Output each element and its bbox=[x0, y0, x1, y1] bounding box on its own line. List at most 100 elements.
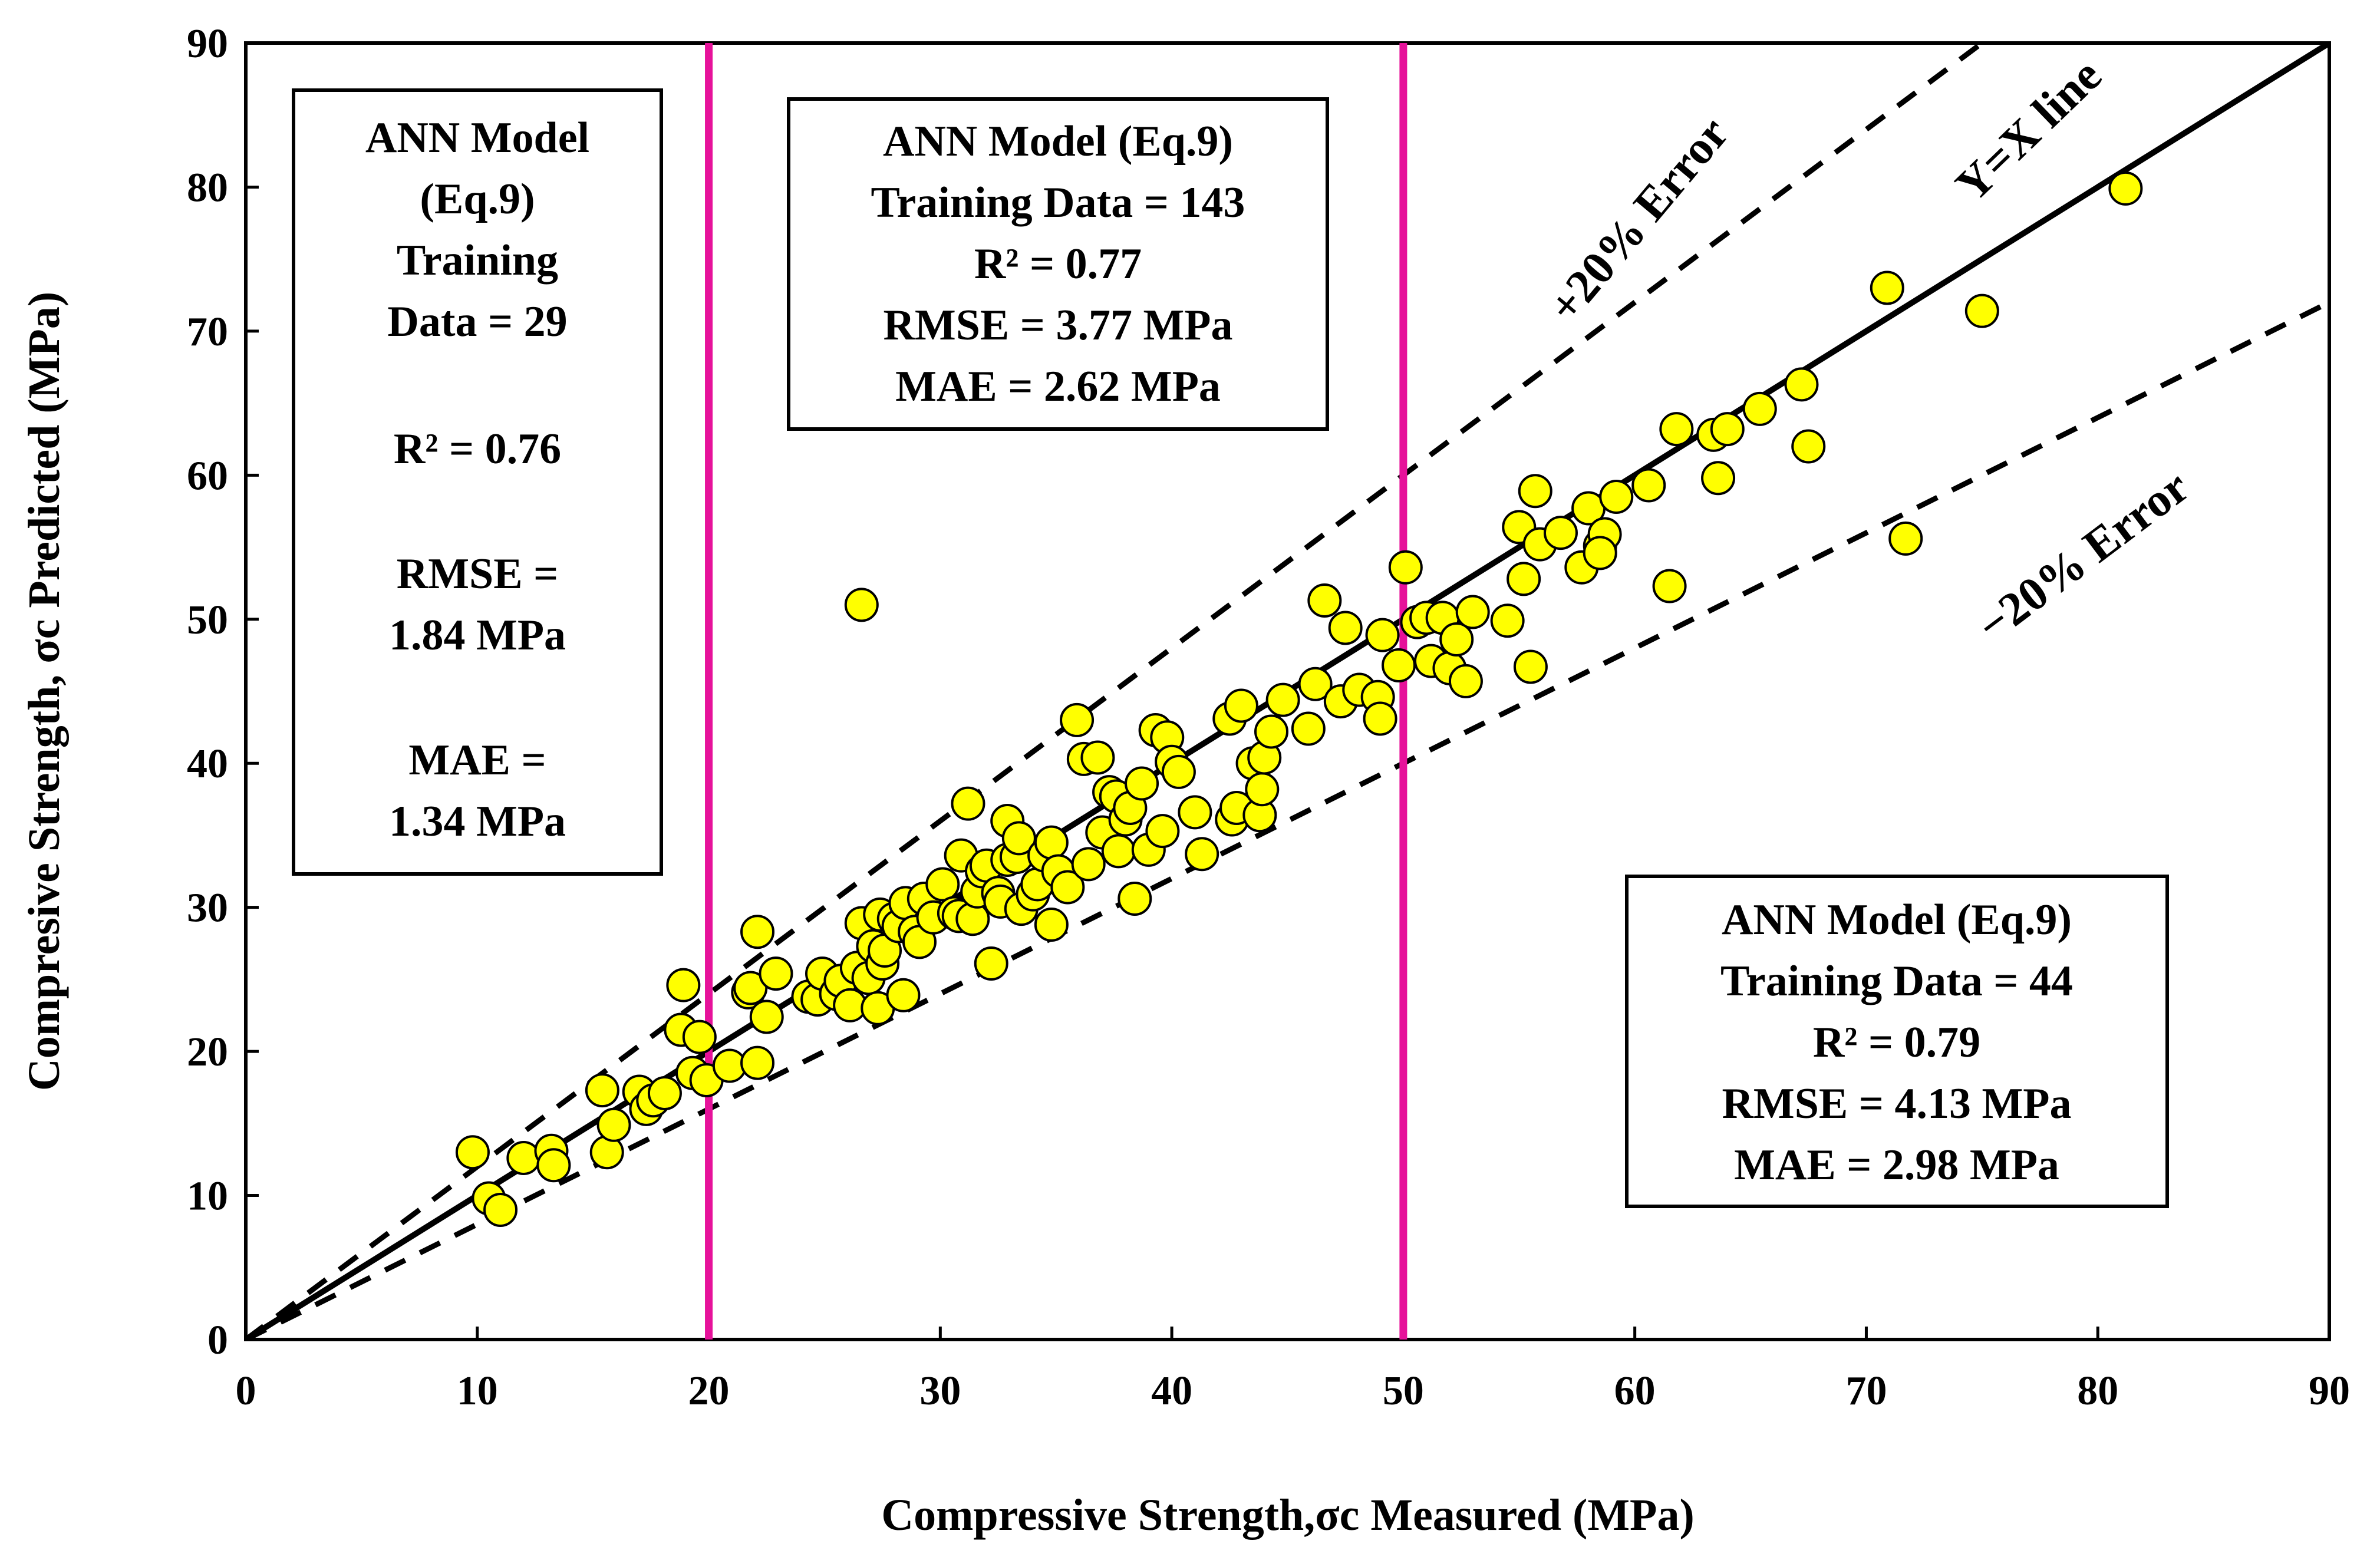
data-point bbox=[886, 978, 921, 1012]
box-high-mae: MAE = 2.98 MPa bbox=[1734, 1141, 2059, 1189]
x-tick-label: 80 bbox=[2077, 1368, 2118, 1414]
box-low-rmse-1: RMSE = bbox=[397, 550, 558, 598]
plus-20-error-line bbox=[246, 43, 1984, 1340]
y-tick-label: 0 bbox=[207, 1318, 228, 1363]
data-point bbox=[1888, 521, 1923, 556]
y-tick-label: 80 bbox=[187, 165, 228, 210]
x-tick-label: 90 bbox=[2309, 1368, 2350, 1414]
x-tick-label: 60 bbox=[1614, 1368, 1656, 1414]
x-tick-label: 40 bbox=[1151, 1368, 1192, 1414]
y-tick-label: 50 bbox=[187, 598, 228, 643]
data-point bbox=[1298, 667, 1333, 701]
data-point bbox=[1631, 468, 1666, 503]
data-point bbox=[1659, 412, 1694, 447]
data-point bbox=[1125, 766, 1159, 801]
data-point bbox=[536, 1148, 571, 1183]
data-points bbox=[455, 171, 2143, 1227]
data-point bbox=[1388, 550, 1423, 585]
data-point bbox=[2108, 171, 2143, 206]
box-high-title: ANN Model (Eq.9) bbox=[1722, 896, 2072, 944]
y-tick-label: 20 bbox=[187, 1030, 228, 1075]
stat-box-mid: ANN Model (Eq.9) Training Data = 143 R² … bbox=[787, 97, 1329, 431]
box-low-data-1: Training bbox=[397, 236, 558, 285]
stat-box-high: ANN Model (Eq.9) Training Data = 44 R² =… bbox=[1625, 875, 2169, 1208]
data-point bbox=[733, 971, 768, 1005]
data-point bbox=[974, 946, 1008, 981]
plus-20-error-label: +20% Error bbox=[1538, 108, 1739, 332]
x-axis: 0 10 20 30 40 50 60 70 80 90 bbox=[236, 1327, 2350, 1414]
minus-20-error-label: −20% Error bbox=[1968, 461, 2199, 652]
data-point bbox=[1050, 870, 1085, 905]
box-high-rmse: RMSE = 4.13 MPa bbox=[1722, 1080, 2071, 1128]
data-point bbox=[1060, 702, 1095, 737]
data-point bbox=[1710, 412, 1745, 447]
box-mid-r2: R² = 0.77 bbox=[974, 240, 1142, 288]
data-point bbox=[740, 915, 775, 949]
data-point bbox=[1652, 569, 1687, 603]
data-point bbox=[1363, 701, 1397, 736]
box-mid-rmse: RMSE = 3.77 MPa bbox=[883, 301, 1232, 349]
data-point bbox=[951, 786, 985, 821]
x-tick-label: 10 bbox=[457, 1368, 498, 1414]
data-point bbox=[1178, 795, 1212, 830]
data-point bbox=[1034, 825, 1069, 860]
data-point bbox=[1161, 754, 1196, 789]
data-point bbox=[759, 956, 793, 991]
yx-line-label: Y=X line bbox=[1946, 50, 2111, 212]
data-point bbox=[1291, 711, 1326, 746]
data-point bbox=[1599, 480, 1634, 514]
x-tick-label: 50 bbox=[1383, 1368, 1424, 1414]
data-point bbox=[1071, 847, 1106, 882]
data-point bbox=[682, 1020, 717, 1054]
data-point bbox=[647, 1076, 682, 1110]
data-point bbox=[1742, 391, 1777, 426]
box-high-r2: R² = 0.79 bbox=[1813, 1018, 1980, 1067]
y-tick-label: 70 bbox=[187, 309, 228, 355]
x-axis-title: Compressive Strength,σc Measured (MPa) bbox=[881, 1490, 1695, 1540]
box-low-title-2: (Eq.9) bbox=[420, 175, 535, 223]
data-point bbox=[1448, 664, 1483, 698]
data-point bbox=[1543, 516, 1578, 550]
box-mid-title: ANN Model (Eq.9) bbox=[883, 117, 1233, 166]
data-point bbox=[1101, 834, 1136, 869]
x-tick-label: 30 bbox=[919, 1368, 961, 1414]
y-tick-label: 90 bbox=[187, 21, 228, 67]
data-point bbox=[455, 1135, 490, 1170]
data-point bbox=[1964, 293, 1999, 328]
data-point bbox=[1265, 682, 1300, 717]
plot-frame bbox=[244, 41, 2331, 1341]
data-point bbox=[1701, 461, 1736, 496]
box-low-data-2: Data = 29 bbox=[387, 298, 567, 346]
data-point bbox=[1439, 622, 1474, 657]
data-point bbox=[1583, 536, 1617, 570]
box-mid-mae: MAE = 2.62 MPa bbox=[895, 362, 1221, 411]
data-point bbox=[1034, 908, 1069, 942]
box-low-rmse-2: 1.84 MPa bbox=[389, 611, 566, 659]
data-point bbox=[1784, 367, 1819, 402]
data-point bbox=[749, 999, 784, 1034]
box-high-data: Training Data = 44 bbox=[1720, 957, 2073, 1005]
data-point bbox=[1245, 772, 1280, 807]
data-point bbox=[1328, 611, 1363, 645]
data-point bbox=[740, 1045, 775, 1080]
data-point bbox=[1080, 740, 1115, 775]
y-tick-label: 60 bbox=[187, 453, 228, 499]
data-point bbox=[1382, 648, 1416, 682]
data-point bbox=[1307, 583, 1342, 618]
x-tick-label: 0 bbox=[236, 1368, 256, 1414]
box-mid-data: Training Data = 143 bbox=[871, 179, 1245, 227]
y-tick-label: 30 bbox=[187, 886, 228, 931]
data-point bbox=[1513, 649, 1548, 684]
y-tick-label: 10 bbox=[187, 1174, 228, 1219]
data-point bbox=[1518, 474, 1552, 509]
y-tick-label: 40 bbox=[187, 741, 228, 787]
data-point bbox=[1490, 603, 1525, 638]
y-axis: 0 10 20 30 40 50 60 70 80 90 bbox=[187, 21, 259, 1363]
data-point bbox=[844, 588, 879, 622]
data-point bbox=[585, 1073, 619, 1108]
data-point bbox=[1455, 595, 1490, 629]
box-low-title-1: ANN Model bbox=[365, 114, 589, 162]
y-axis-title: Compresive Strength, σc Predicted (MPa) bbox=[19, 292, 69, 1091]
data-point bbox=[596, 1107, 631, 1142]
box-low-mae-2: 1.34 MPa bbox=[389, 797, 566, 846]
